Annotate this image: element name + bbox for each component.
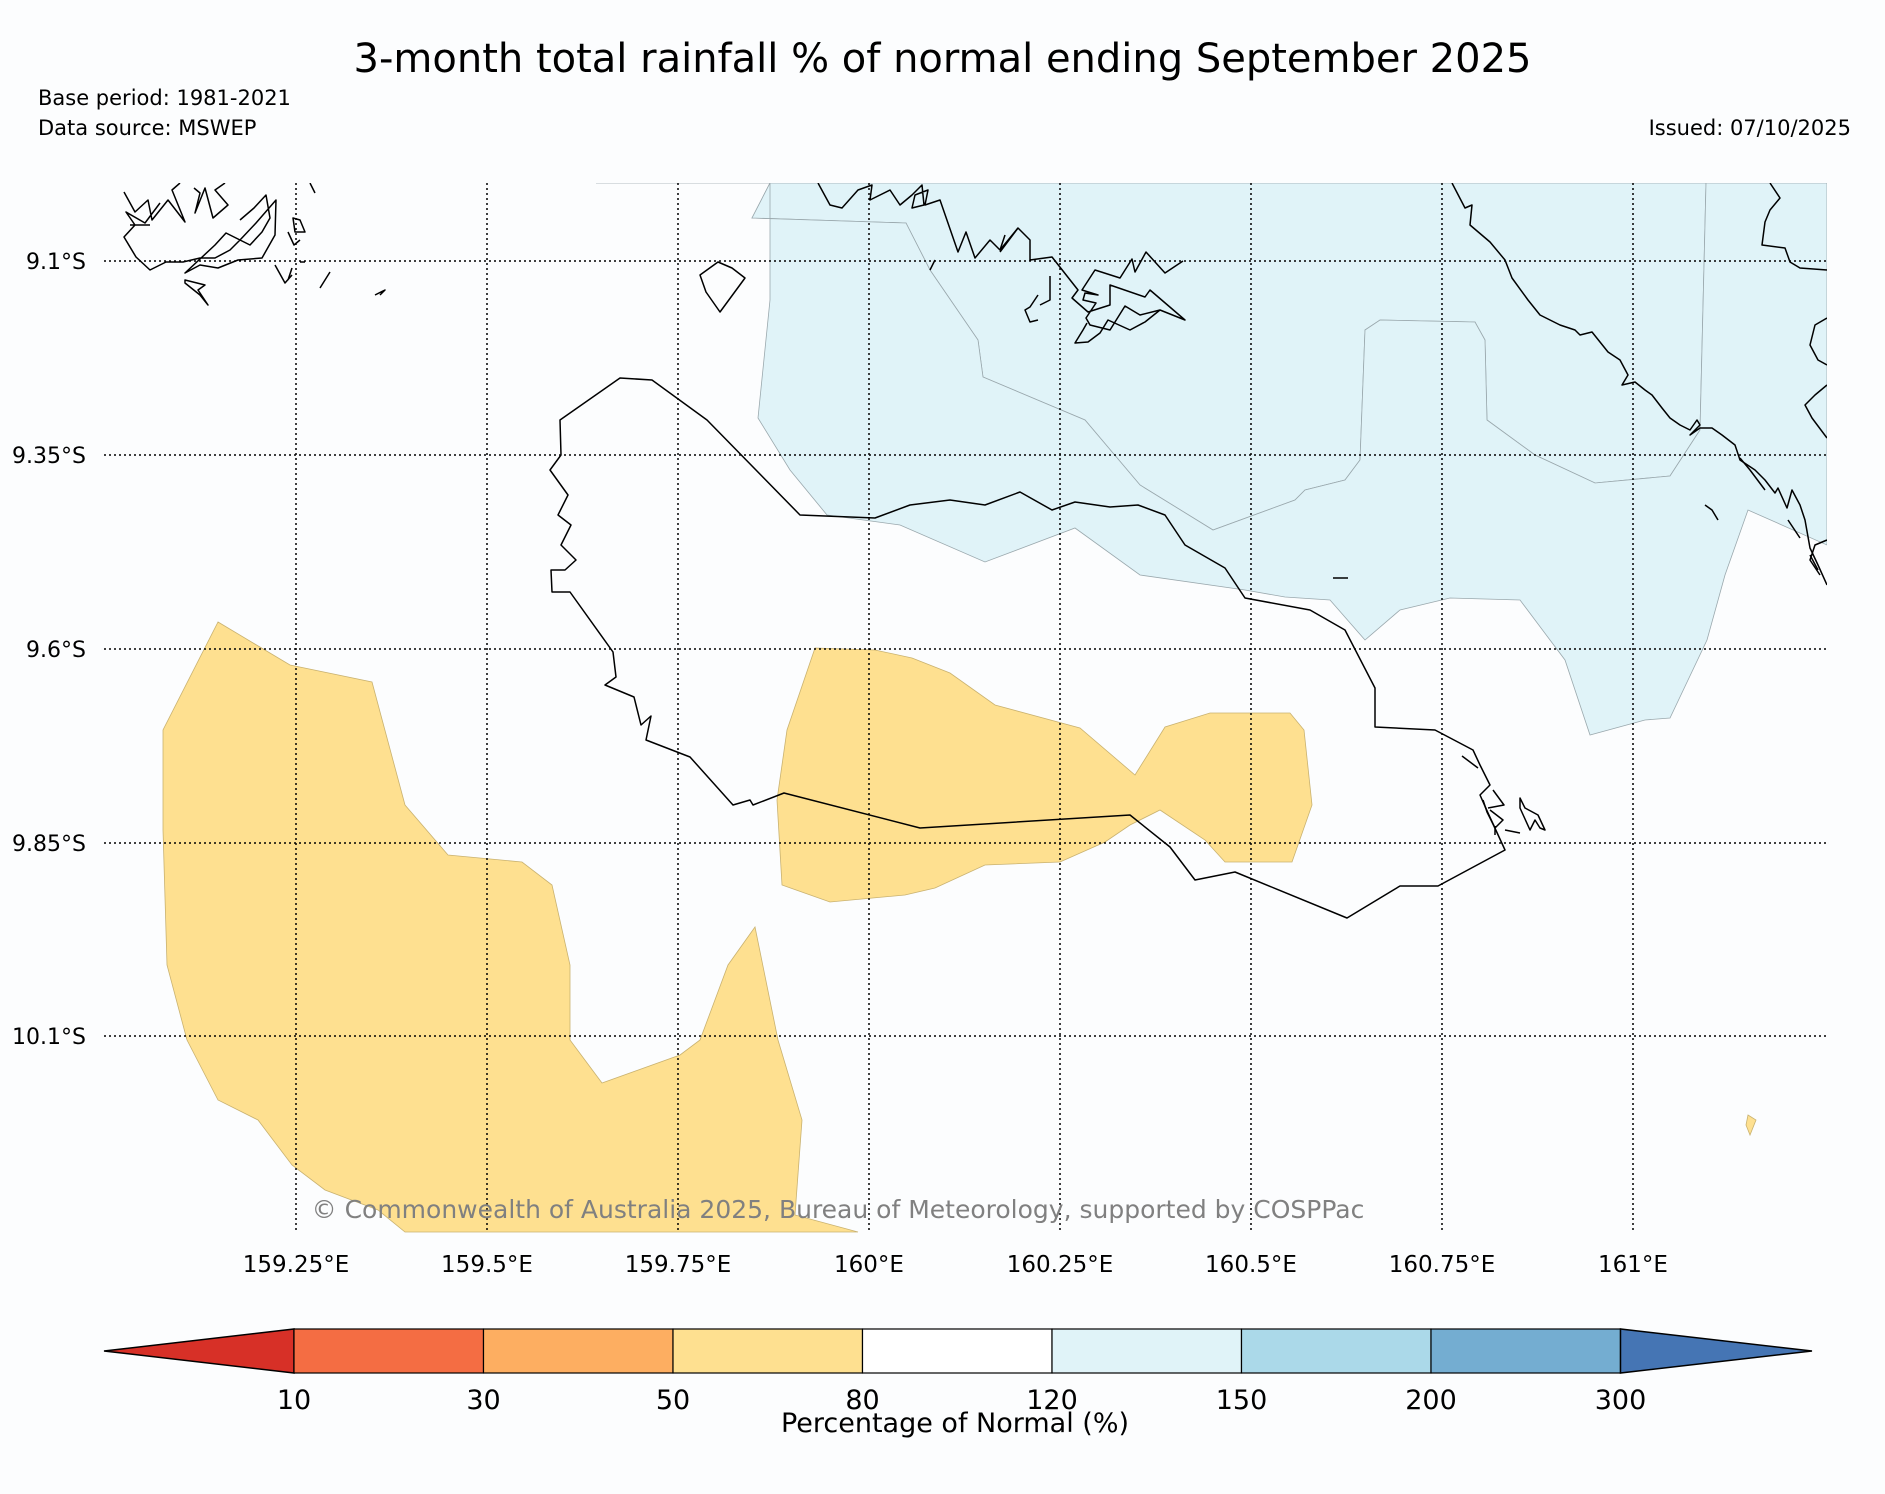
data-source: Data source: MSWEP [38, 116, 257, 140]
lon-label: 160°E [834, 1252, 904, 1278]
coast-savo [699, 261, 746, 313]
chart-title: 3-month total rainfall % of normal endin… [353, 36, 1532, 82]
base-period: Base period: 1981-2021 [38, 86, 291, 110]
graticule [104, 183, 1827, 1233]
coast-florida-islands-b [1024, 276, 1161, 344]
colorbar-tick-label: 80 [845, 1385, 879, 1416]
coast-florida-islands [817, 183, 1186, 331]
wet-region-mainland [751, 183, 1827, 736]
issued-date: Issued: 07/10/2025 [1648, 116, 1851, 140]
coast-guadalcanal [549, 377, 1506, 919]
dry-region-small [1745, 1114, 1757, 1137]
colorbar-segment [1430, 1328, 1622, 1374]
lon-label: 159.75°E [625, 1252, 732, 1278]
rainfall-anomaly-layer [162, 183, 1827, 1233]
lon-label: 159.5°E [441, 1252, 533, 1278]
lat-label: 9.6°S [26, 638, 86, 663]
colorbar-tick-label: 150 [1216, 1385, 1268, 1416]
colorbar-segment [1240, 1328, 1432, 1374]
colorbar-tick-label: 50 [656, 1385, 690, 1416]
colorbar-extend-low [103, 1328, 295, 1374]
lon-label: 160.75°E [1389, 1252, 1496, 1278]
coast-russell [123, 183, 386, 306]
copyright-text: © Commonwealth of Australia 2025, Bureau… [312, 1195, 1365, 1224]
coast-malaita-c [1704, 457, 1819, 571]
colorbar-segment [1051, 1328, 1243, 1374]
colorbar-extend-high [1619, 1328, 1813, 1374]
coast-eastern-islets [1333, 577, 1546, 835]
colorbar-segment [293, 1328, 485, 1374]
colorbar-segment [861, 1328, 1053, 1374]
lat-label: 9.85°S [12, 832, 86, 857]
coast-malaita-b [1761, 183, 1827, 576]
lat-label: 9.1°S [26, 250, 86, 275]
dry-region-west [162, 621, 859, 1233]
lon-label: 160.5°E [1205, 1252, 1297, 1278]
coast-nggela-east [929, 227, 1019, 271]
colorbar-tick-label: 30 [466, 1385, 500, 1416]
lon-label: 161°E [1598, 1252, 1668, 1278]
colorbar-label: Percentage of Normal (%) [781, 1408, 1129, 1439]
colorbar-tick-label: 10 [277, 1385, 311, 1416]
colorbar-segment [672, 1328, 864, 1374]
coast-russell-b [287, 217, 306, 246]
colorbar-tick-label: 120 [1026, 1385, 1078, 1416]
colorbar-tick-label: 300 [1595, 1385, 1647, 1416]
colorbar: 10 30 50 80 120 150 200 300 [103, 1328, 1813, 1416]
colorbar-segment [482, 1328, 674, 1374]
dry-region-central [776, 647, 1313, 903]
lon-label: 160.25°E [1007, 1252, 1114, 1278]
colorbar-tick-label: 200 [1405, 1385, 1457, 1416]
lat-label: 9.35°S [12, 444, 86, 469]
lat-label: 10.1°S [12, 1025, 86, 1050]
latitude-labels: 9.1°S 9.35°S 9.6°S 9.85°S 10.1°S [12, 250, 86, 1050]
coast-malaita [1451, 183, 1827, 586]
lon-label: 159.25°E [243, 1252, 350, 1278]
coastlines [123, 183, 1827, 919]
longitude-labels: 159.25°E 159.5°E 159.75°E 160°E 160.25°E 160.… [243, 1252, 1668, 1278]
